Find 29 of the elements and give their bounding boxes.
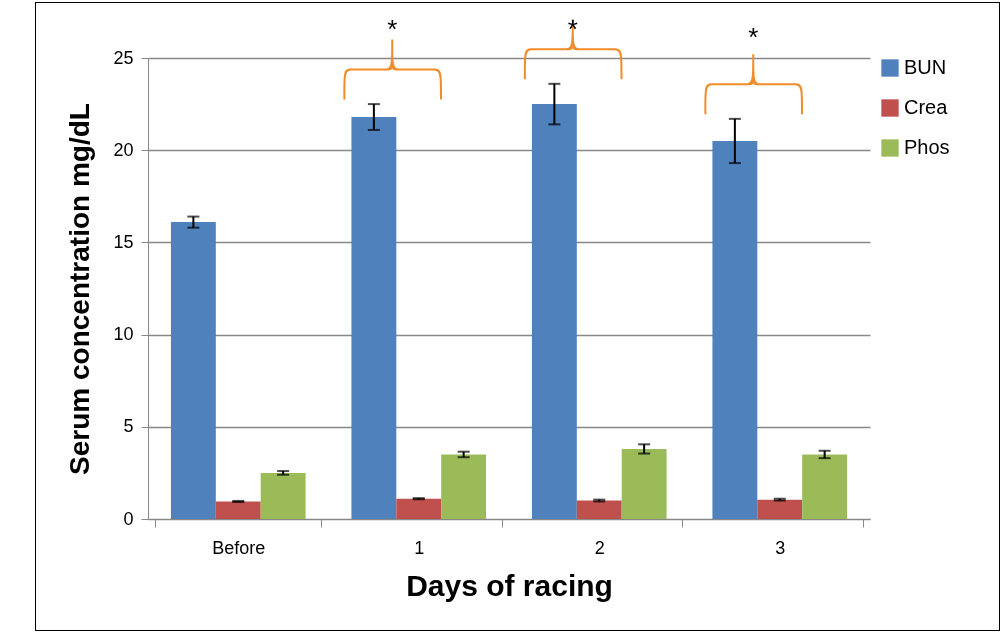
y-tick-label: 15 bbox=[113, 231, 134, 252]
legend-label: Phos bbox=[904, 136, 950, 158]
legend-label: Crea bbox=[904, 96, 949, 118]
y-tick-label: 10 bbox=[113, 324, 134, 345]
x-tick-label: 2 bbox=[594, 537, 605, 558]
bar bbox=[621, 448, 667, 519]
x-axis-title: Days of racing bbox=[406, 568, 613, 602]
x-tick-label: 3 bbox=[775, 537, 786, 558]
x-tick-label: Before bbox=[212, 537, 266, 558]
bar bbox=[396, 498, 442, 519]
x-tick-label: 1 bbox=[414, 537, 425, 558]
bar bbox=[260, 472, 306, 519]
legend-label: BUN bbox=[904, 56, 947, 78]
bar bbox=[802, 454, 848, 519]
text: * bbox=[748, 22, 759, 53]
bar bbox=[712, 140, 758, 519]
y-tick-label: 0 bbox=[123, 508, 134, 529]
bar bbox=[441, 454, 487, 519]
y-axis-title: Serum concentration mg/dL bbox=[64, 103, 96, 475]
y-tick-label: 25 bbox=[113, 47, 134, 68]
bar bbox=[215, 501, 261, 519]
y-tick-label: 5 bbox=[123, 416, 134, 437]
bar bbox=[757, 499, 803, 519]
bar bbox=[351, 117, 397, 519]
y-tick-label: 20 bbox=[113, 139, 134, 160]
bar bbox=[576, 500, 622, 519]
bar bbox=[531, 104, 577, 519]
text: * bbox=[387, 14, 398, 44]
bar bbox=[170, 222, 216, 519]
